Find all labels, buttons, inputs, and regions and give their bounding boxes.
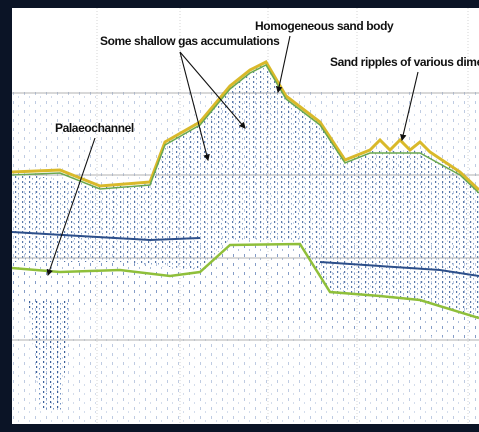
reflector-3 — [319, 261, 479, 277]
sediment — [12, 62, 479, 320]
reflector — [11, 242, 479, 320]
channel-fill — [28, 300, 70, 410]
grid — [12, 8, 479, 424]
annotation: Sand ripples of various dimensions — [330, 55, 479, 69]
deep-noise — [12, 240, 479, 340]
annotation: Palaeochannel — [55, 121, 134, 135]
reflector-2 — [11, 231, 201, 242]
seabed — [11, 60, 479, 192]
annotation: Homogeneous sand body — [255, 19, 394, 33]
seabed-lower — [11, 64, 479, 194]
annotation: Some shallow gas accumulations — [100, 34, 280, 48]
arrows — [46, 35, 419, 277]
